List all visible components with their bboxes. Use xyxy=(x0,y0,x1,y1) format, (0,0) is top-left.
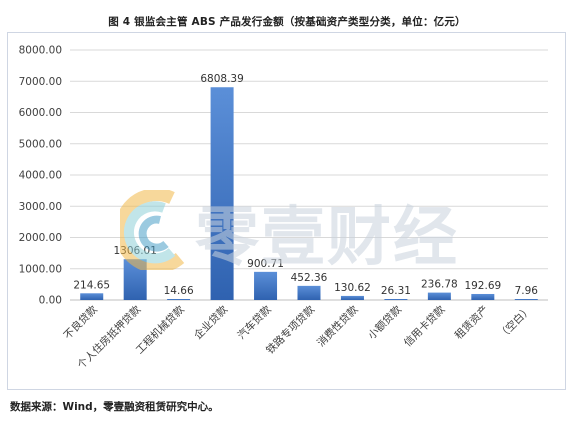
y-tick-label: 5000.00 xyxy=(19,138,62,150)
x-tick-label: 不良贷款 xyxy=(61,303,100,342)
x-tick-label: 消费性贷款 xyxy=(314,303,361,350)
data-label: 900.71 xyxy=(247,258,284,270)
bar xyxy=(167,299,191,300)
chart-title: 图 4 银监会主管 ABS 产品发行金额（按基础资产类型分类，单位：亿元） xyxy=(108,16,466,28)
y-tick-label: 2000.00 xyxy=(19,232,62,244)
bar xyxy=(471,293,495,300)
data-label: 26.31 xyxy=(381,285,411,297)
data-label: 214.65 xyxy=(73,279,110,291)
x-tick-label: 租赁资产 xyxy=(452,303,491,342)
bar xyxy=(254,271,278,300)
x-tick-label: （空白） xyxy=(496,303,535,342)
data-label: 236.78 xyxy=(421,279,458,291)
y-tick-label: 8000.00 xyxy=(19,45,62,57)
bar xyxy=(123,259,147,300)
data-label: 452.36 xyxy=(291,272,328,284)
y-tick-label: 6000.00 xyxy=(19,107,62,119)
chart-frame xyxy=(7,32,566,390)
data-label: 130.62 xyxy=(334,282,371,294)
data-label: 14.66 xyxy=(164,285,194,297)
x-tick-label: 汽车贷款 xyxy=(235,303,274,342)
y-tick-label: 7000.00 xyxy=(19,76,62,88)
y-tick-label: 3000.00 xyxy=(19,201,62,213)
x-tick-label: 企业贷款 xyxy=(191,303,230,342)
bar xyxy=(210,87,234,300)
y-tick-label: 0.00 xyxy=(39,295,62,307)
bar xyxy=(297,285,321,300)
data-label: 7.96 xyxy=(515,285,539,297)
data-label: 1306.01 xyxy=(113,245,156,257)
x-tick-label: 信用卡贷款 xyxy=(401,303,448,350)
bar xyxy=(384,299,408,300)
bar xyxy=(80,293,104,300)
source-note: 数据来源：Wind，零壹融资租赁研究中心。 xyxy=(10,401,219,413)
bar xyxy=(427,292,451,300)
y-tick-label: 4000.00 xyxy=(19,170,62,182)
data-label: 192.69 xyxy=(464,280,501,292)
y-tick-label: 1000.00 xyxy=(19,263,62,275)
x-tick-label: 小额贷款 xyxy=(365,303,404,342)
data-label: 6808.39 xyxy=(200,73,243,85)
bar xyxy=(340,295,364,300)
bar xyxy=(514,299,538,300)
